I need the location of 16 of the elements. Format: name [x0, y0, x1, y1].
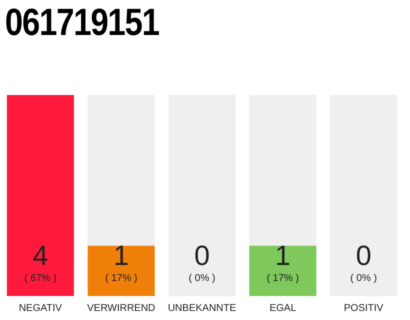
annotation: ( 0% ): [188, 273, 216, 284]
x-tick-label: VERWIRREND: [87, 302, 156, 314]
data-label: 4: [32, 240, 48, 271]
data-label: 1: [113, 240, 129, 271]
data-label: 1: [275, 240, 291, 271]
chart-title: 061719151: [5, 1, 160, 46]
x-tick-label: POSITIV: [344, 302, 384, 314]
x-tick-label: EGAL: [269, 302, 297, 314]
annotation: ( 67% ): [24, 273, 57, 284]
x-tick-label: NEGATIV: [18, 302, 62, 314]
annotation: ( 17% ): [105, 273, 138, 284]
x-tick-label: UNBEKANNTE: [168, 302, 236, 314]
annotation: ( 0% ): [350, 273, 377, 284]
data-label: 0: [356, 240, 372, 271]
annotation: ( 17% ): [266, 273, 299, 284]
data-label: 0: [194, 240, 210, 271]
